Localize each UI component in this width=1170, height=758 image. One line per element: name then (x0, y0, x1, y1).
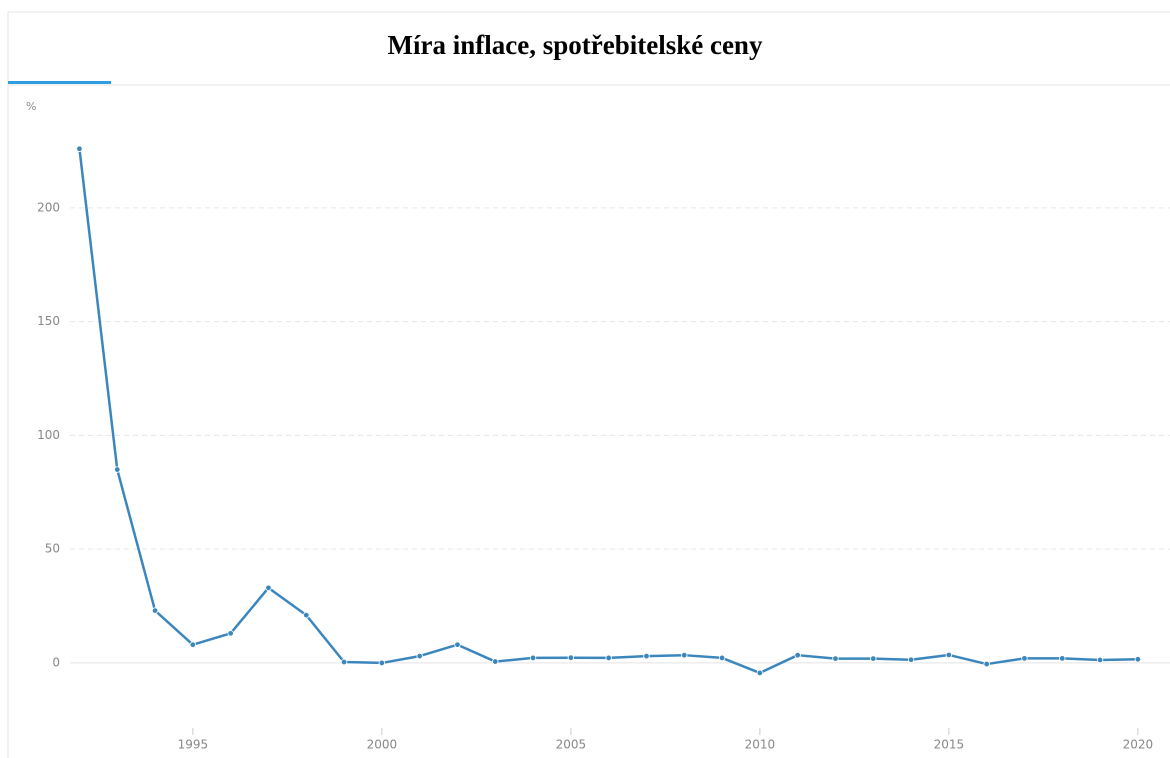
x-tick-label: 1995 (178, 738, 209, 752)
point (151, 607, 159, 614)
point (1134, 656, 1142, 663)
point (567, 654, 575, 661)
chart-title: Míra inflace, spotřebitelské ceny (388, 30, 763, 60)
point (605, 654, 612, 662)
y-tick-label: 0 (52, 655, 60, 669)
x-tick-label: 2005 (556, 738, 587, 752)
point (870, 655, 877, 662)
y-tick-label: 50 (45, 542, 60, 556)
x-tick-label: 2020 (1123, 738, 1154, 752)
point (643, 652, 650, 660)
point (907, 656, 915, 663)
point (303, 611, 310, 619)
point (265, 584, 272, 592)
point (794, 651, 801, 659)
point (718, 654, 726, 662)
point (340, 658, 348, 666)
point (1059, 655, 1066, 662)
point (1021, 655, 1028, 662)
point (492, 658, 499, 665)
point (945, 651, 953, 659)
point (832, 655, 839, 662)
point (378, 659, 386, 667)
y-tick-label: 150 (37, 314, 60, 328)
x-tick-label: 2010 (745, 738, 776, 752)
point (76, 145, 83, 152)
x-tick-label: 2015 (934, 738, 965, 752)
active-tab (8, 81, 111, 84)
y-axis-label: % (26, 100, 36, 113)
point (681, 651, 688, 659)
point (983, 660, 990, 668)
point (189, 641, 197, 648)
y-tick-label: 100 (37, 428, 60, 442)
point (227, 630, 234, 637)
point (114, 466, 121, 473)
point (416, 652, 423, 660)
point (454, 641, 461, 648)
point (529, 654, 537, 662)
point (1096, 656, 1104, 664)
y-tick-label: 200 (37, 200, 60, 214)
panel (7, 11, 1170, 758)
point (756, 669, 764, 677)
x-tick-label: 2000 (367, 738, 398, 752)
